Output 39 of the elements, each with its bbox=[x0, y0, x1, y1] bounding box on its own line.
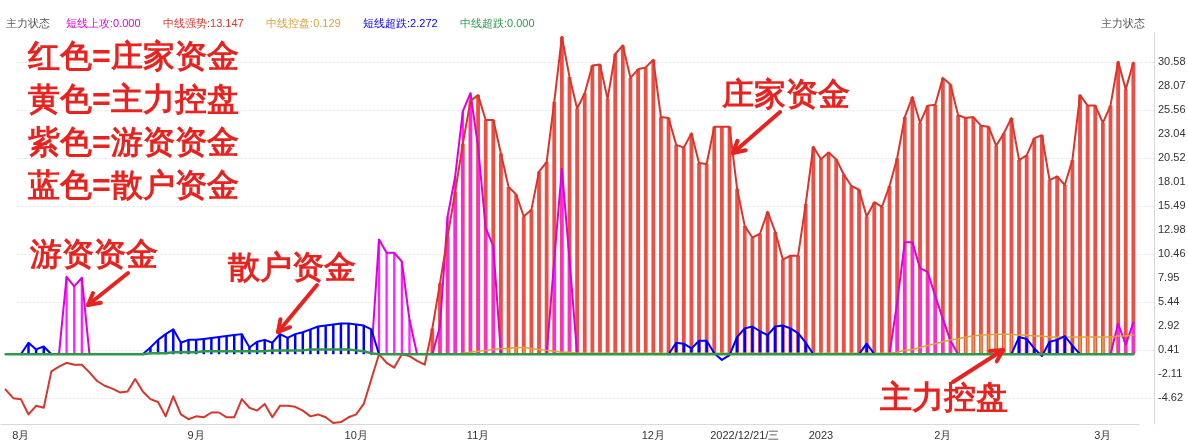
chart-title: 主力状态 bbox=[6, 17, 50, 29]
y-tick-label: 20.52 bbox=[1158, 151, 1186, 164]
text: 中线控盘:0.129 bbox=[266, 17, 341, 29]
annotation: 紫色=游资资金 bbox=[27, 124, 239, 160]
y-tick-label: 7.95 bbox=[1158, 271, 1180, 284]
annotation: 黄色=主力控盘 bbox=[28, 81, 239, 117]
annotation: 红色=庄家资金 bbox=[27, 38, 239, 74]
annotation: 散户资金 bbox=[227, 249, 356, 285]
text: 短线超跌:2.272 bbox=[363, 17, 438, 29]
x-tick-label: 9月 bbox=[187, 428, 205, 440]
annotation: 庄家资金 bbox=[721, 76, 850, 112]
y-tick-label: 28.07 bbox=[1158, 78, 1186, 91]
text: 中线超跌:0.000 bbox=[460, 17, 535, 29]
y-tick-label: -2.11 bbox=[1158, 367, 1183, 380]
text: 短线上攻:0.000 bbox=[66, 17, 141, 29]
y-tick-label: 15.49 bbox=[1158, 199, 1186, 212]
y-tick-label: 12.98 bbox=[1158, 223, 1186, 236]
annotation: 主力控盘 bbox=[879, 379, 1008, 415]
x-tick-label: 2月 bbox=[934, 428, 952, 440]
y-tick-label: -4.62 bbox=[1158, 391, 1184, 404]
x-tick-label: 2022/12/21/三 bbox=[710, 428, 780, 440]
y-tick-label: 25.56 bbox=[1158, 102, 1186, 115]
x-tick-label: 2023 bbox=[808, 428, 834, 440]
y-tick-label: 30.58 bbox=[1158, 54, 1186, 67]
x-tick-label: 10月 bbox=[344, 428, 368, 440]
y-tick-label: 10.46 bbox=[1158, 247, 1186, 260]
y-tick-label: 5.44 bbox=[1158, 295, 1180, 308]
y-tick-label: 23.04 bbox=[1158, 126, 1186, 139]
y-tick-label: 18.01 bbox=[1158, 175, 1186, 188]
x-tick-label: 12月 bbox=[641, 428, 665, 440]
text: 主力状态 bbox=[1101, 17, 1145, 29]
annotation: 游资资金 bbox=[29, 236, 158, 272]
x-tick-label: 11月 bbox=[466, 428, 490, 440]
annotation: 蓝色=散户资金 bbox=[28, 167, 239, 203]
y-tick-label: 2.92 bbox=[1158, 319, 1180, 332]
x-tick-label: 3月 bbox=[1094, 428, 1112, 440]
text: 中线强势:13.147 bbox=[162, 17, 244, 29]
x-tick-label: 8月 bbox=[12, 428, 30, 440]
y-tick-label: 0.41 bbox=[1158, 343, 1180, 356]
